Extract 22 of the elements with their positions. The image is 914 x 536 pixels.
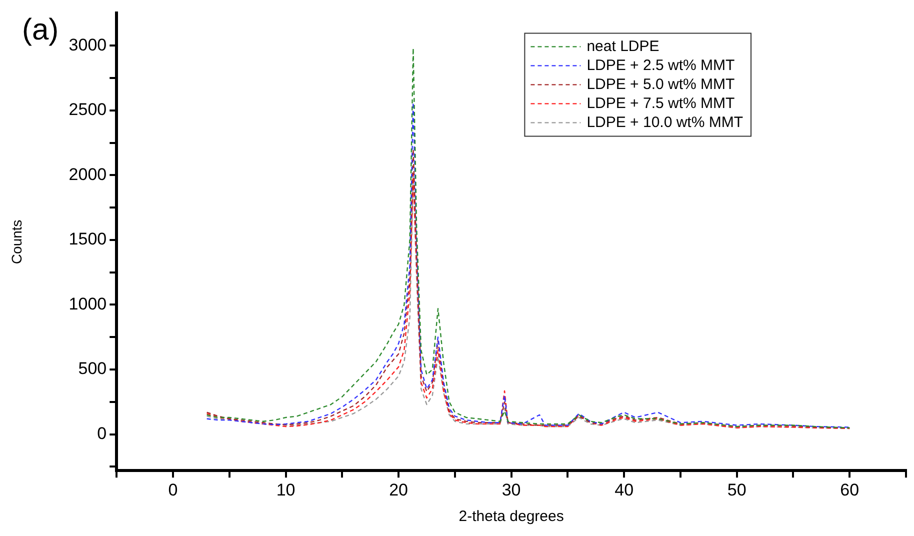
- legend-label: LDPE + 5.0 wt% MMT: [586, 76, 735, 93]
- y-tick-label: 3000: [68, 35, 107, 54]
- text: (a): [22, 13, 59, 46]
- y-tick-label: 1500: [68, 230, 107, 249]
- y-tick-label: 2000: [68, 164, 107, 184]
- y-tick-label: 1000: [68, 294, 107, 314]
- legend-label: LDPE + 10.0 wt% MMT: [586, 114, 744, 131]
- x-axis-title: 2-theta degrees: [458, 508, 564, 526]
- x-tick-label: 40: [614, 480, 634, 500]
- x-tick-label: 60: [840, 480, 860, 500]
- legend-label: LDPE + 2.5 wt% MMT: [586, 56, 735, 74]
- y-tick-label: 0: [97, 424, 107, 444]
- x-tick-label: 50: [727, 480, 746, 500]
- y-tick-label: 2500: [68, 100, 107, 120]
- y-axis-title: Counts: [8, 220, 24, 264]
- x-tick-label: 30: [502, 480, 521, 500]
- y-tick-label: 500: [78, 359, 107, 378]
- x-tick-label: 10: [276, 480, 296, 500]
- x-tick-label: 20: [389, 480, 408, 500]
- legend-label: neat LDPE: [586, 38, 660, 55]
- legend-label: LDPE + 7.5 wt% MMT: [586, 94, 735, 112]
- x-tick-label: 0: [168, 480, 178, 500]
